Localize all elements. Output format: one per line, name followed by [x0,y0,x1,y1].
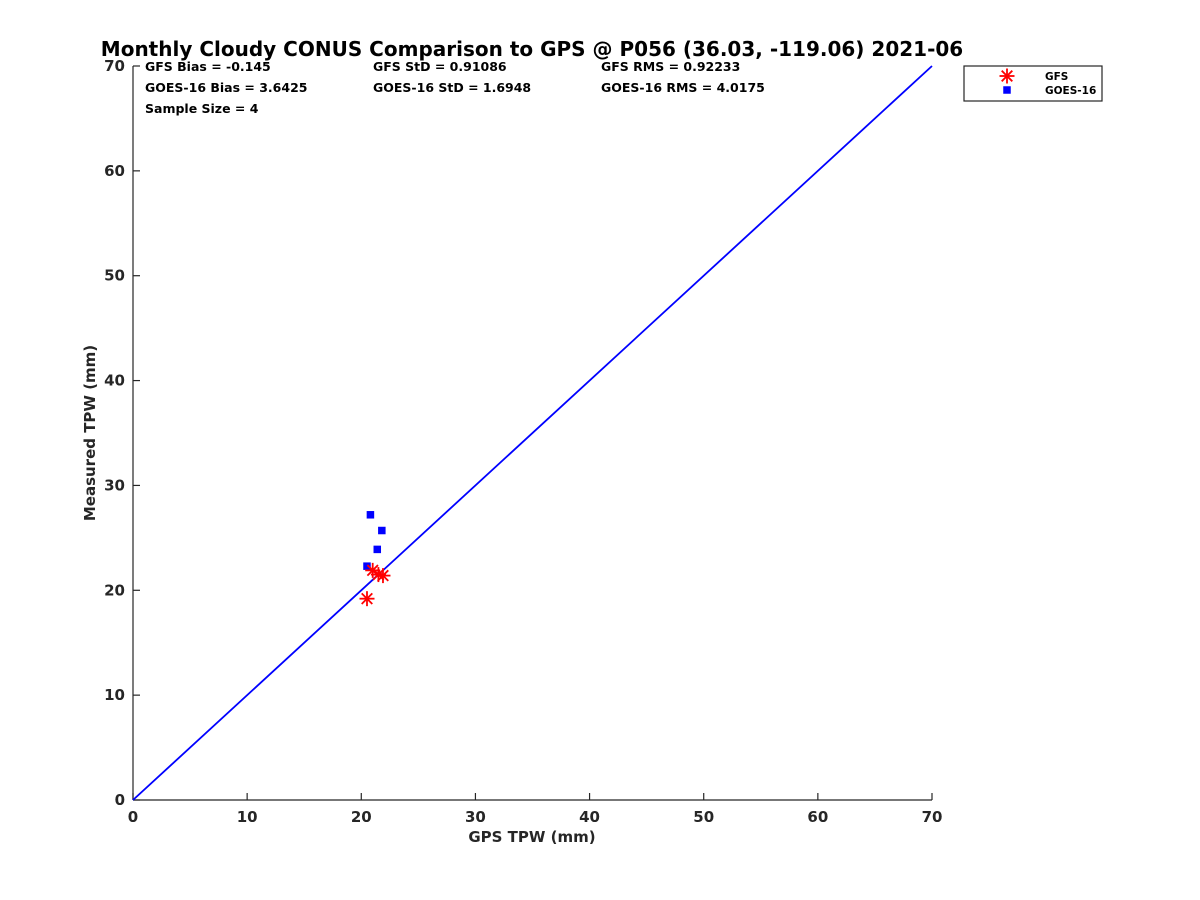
goes16-data-point [373,545,382,554]
goes16-data-point [366,511,375,519]
goes-rms-annotation: GOES-16 RMS = 4.0175 [601,80,765,95]
gfs-bias-annotation: GFS Bias = -0.145 [145,59,271,74]
x-tick-label: 30 [465,808,486,826]
x-tick-label: 0 [128,808,138,826]
legend-goes-marker [1003,86,1011,94]
gfs-std-annotation: GFS StD = 0.91086 [373,59,507,74]
y-axis-label: Measured TPW (mm) [81,345,99,521]
chart-title: Monthly Cloudy CONUS Comparison to GPS @… [101,37,963,61]
x-tick-label: 40 [579,808,600,826]
reference-line-group [132,65,933,801]
y-tick-label: 40 [104,372,125,390]
gfs-data-point [375,568,391,584]
legend-box [963,65,1103,102]
one-to-one-reference-line [132,65,933,801]
y-tick-label: 10 [104,686,125,704]
goes-bias-annotation: GOES-16 Bias = 3.6425 [145,80,307,95]
legend-gfs-marker [999,68,1015,84]
goes-std-annotation: GOES-16 StD = 1.6948 [373,80,531,95]
x-tick-label: 70 [922,808,943,826]
legend-asterisk-marker [999,68,1015,84]
goes16-data-point [378,526,386,535]
x-tick-label: 60 [807,808,828,826]
y-tick-label: 50 [104,267,125,285]
sample-size-annotation: Sample Size = 4 [145,101,259,116]
y-tick-label: 70 [104,57,125,75]
x-axis-label: GPS TPW (mm) [468,828,595,846]
data-points [359,511,391,607]
gfs-data-point [359,591,375,607]
x-axis-ticks: 0 10 20 30 40 50 60 70 [128,793,943,826]
y-tick-label: 0 [115,791,125,809]
y-axis-ticks: 0 10 20 30 40 50 60 70 [104,57,140,809]
y-tick-label: 30 [104,476,125,494]
legend-goes-label: GOES-16 [1045,85,1096,97]
legend-gfs-label: GFS [1045,71,1068,83]
y-tick-label: 60 [104,162,125,180]
x-tick-label: 20 [351,808,372,826]
legend: GFS GOES-16 [963,65,1103,102]
goes16-data-point [363,562,371,570]
gfs-rms-annotation: GFS RMS = 0.92233 [601,59,740,74]
gfs-data-point [370,567,386,583]
x-tick-label: 50 [693,808,714,826]
legend-square-marker [1003,86,1011,94]
y-tick-label: 20 [104,581,125,599]
x-tick-label: 10 [237,808,258,826]
